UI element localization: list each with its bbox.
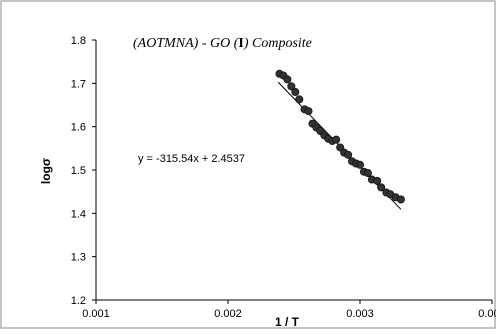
chart-title-bold: I [238, 36, 243, 51]
y-tick-label: 1.8 [71, 35, 86, 47]
data-point [363, 169, 372, 178]
data-point [377, 183, 386, 192]
data-point [396, 195, 405, 204]
x-tick-label: 0.003 [346, 308, 374, 320]
data-point [295, 95, 304, 104]
data-point [355, 160, 364, 169]
x-tick-label: 0.002 [214, 308, 242, 320]
data-point [291, 88, 300, 97]
data-point [332, 135, 341, 144]
y-tick-label: 1.4 [71, 208, 86, 220]
marks-layer [275, 69, 405, 210]
x-axis-label: 1 / T [275, 315, 300, 329]
y-tick-label: 1.7 [71, 78, 86, 90]
data-point [373, 176, 382, 185]
x-tick-label: 0.001 [82, 308, 110, 320]
chart-title: (AOTMNA) - GO (I) Composite [133, 36, 312, 51]
chart-title-suffix: ) Composite [243, 36, 312, 51]
y-axis-label: logσ [39, 158, 53, 184]
y-tick-label: 1.2 [71, 295, 86, 307]
data-point [304, 107, 313, 116]
axes-layer: 1.2 1.3 1.4 1.5 1.6 1.7 1.8 0.001 0.002 0.003 0.00… [71, 35, 496, 320]
y-tick-label: 1.6 [71, 122, 86, 134]
x-tick-label: 0.004 [478, 308, 496, 320]
data-point [336, 143, 345, 152]
data-point [283, 75, 292, 84]
y-tick-label: 1.3 [71, 252, 86, 264]
data-point [287, 82, 296, 91]
y-tick-label: 1.5 [71, 165, 86, 177]
chart-title-prefix: (AOTMNA) - GO ( [133, 36, 240, 51]
data-point [344, 150, 353, 159]
trendline-equation: y = -315.54x + 2.4537 [138, 153, 245, 165]
